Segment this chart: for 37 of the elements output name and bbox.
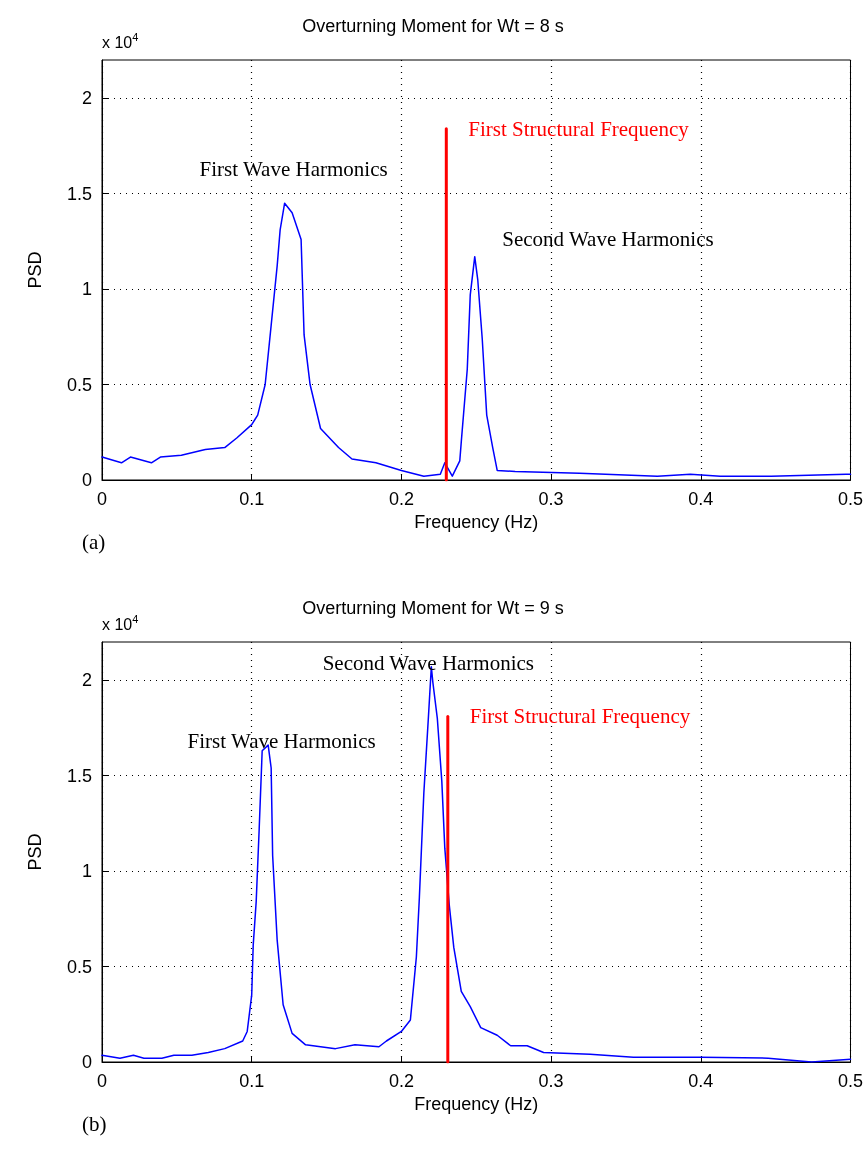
- x-tick-label: 0.4: [688, 489, 714, 509]
- annotation: First Wave Harmonics: [187, 729, 376, 754]
- annotation: Second Wave Harmonics: [322, 651, 535, 675]
- x-tick-label: 0: [96, 1071, 108, 1091]
- x-tick-label: 0.2: [388, 1071, 414, 1091]
- x-axis-title: Frequency (Hz): [414, 1094, 539, 1114]
- series-label: First Structural Frequency: [469, 704, 691, 729]
- x-tick-label: 0.1: [239, 1071, 265, 1091]
- y-tick-label: 2: [81, 670, 92, 691]
- y-tick-label: 0: [81, 1052, 92, 1072]
- y-tick-label: 0.5: [66, 374, 92, 395]
- annotation: Second Wave Harmonics: [502, 227, 714, 252]
- y-axis-title: PSD: [25, 833, 45, 871]
- chart-title: Overturning Moment for Wt = 9 s: [302, 598, 564, 618]
- text: (a): [82, 530, 106, 554]
- x-tick-label: 0.4: [688, 1071, 714, 1091]
- y-tick-label: 2: [81, 88, 92, 109]
- x-tick-label: 0.1: [239, 489, 265, 509]
- series-label: First Structural Frequency: [468, 116, 690, 141]
- y-tick-label: 0.5: [66, 956, 92, 977]
- x-tick-label: 0.5: [837, 489, 863, 509]
- x-tick-label: 0.3: [538, 1071, 564, 1091]
- chart-title: Overturning Moment for Wt = 8 s: [302, 16, 564, 36]
- x-tick-label: 0.3: [538, 489, 564, 509]
- y-tick-label: 1: [81, 861, 92, 882]
- line-series: [101, 202, 852, 477]
- x-tick-label: 0.5: [837, 1071, 863, 1091]
- y-tick-label: 1.5: [66, 183, 92, 204]
- x-tick-label: 0: [96, 489, 108, 509]
- y-tick-label: 1.5: [66, 765, 92, 786]
- x-tick-label: 0.2: [388, 489, 414, 509]
- x-axis-title: Frequency (Hz): [414, 512, 539, 532]
- y-axis-title: PSD: [25, 251, 45, 289]
- y-tick-label: 0: [81, 470, 92, 490]
- y-tick-label: 1: [81, 279, 92, 300]
- annotation: First Wave Harmonics: [199, 156, 388, 181]
- text: (b): [82, 1112, 107, 1136]
